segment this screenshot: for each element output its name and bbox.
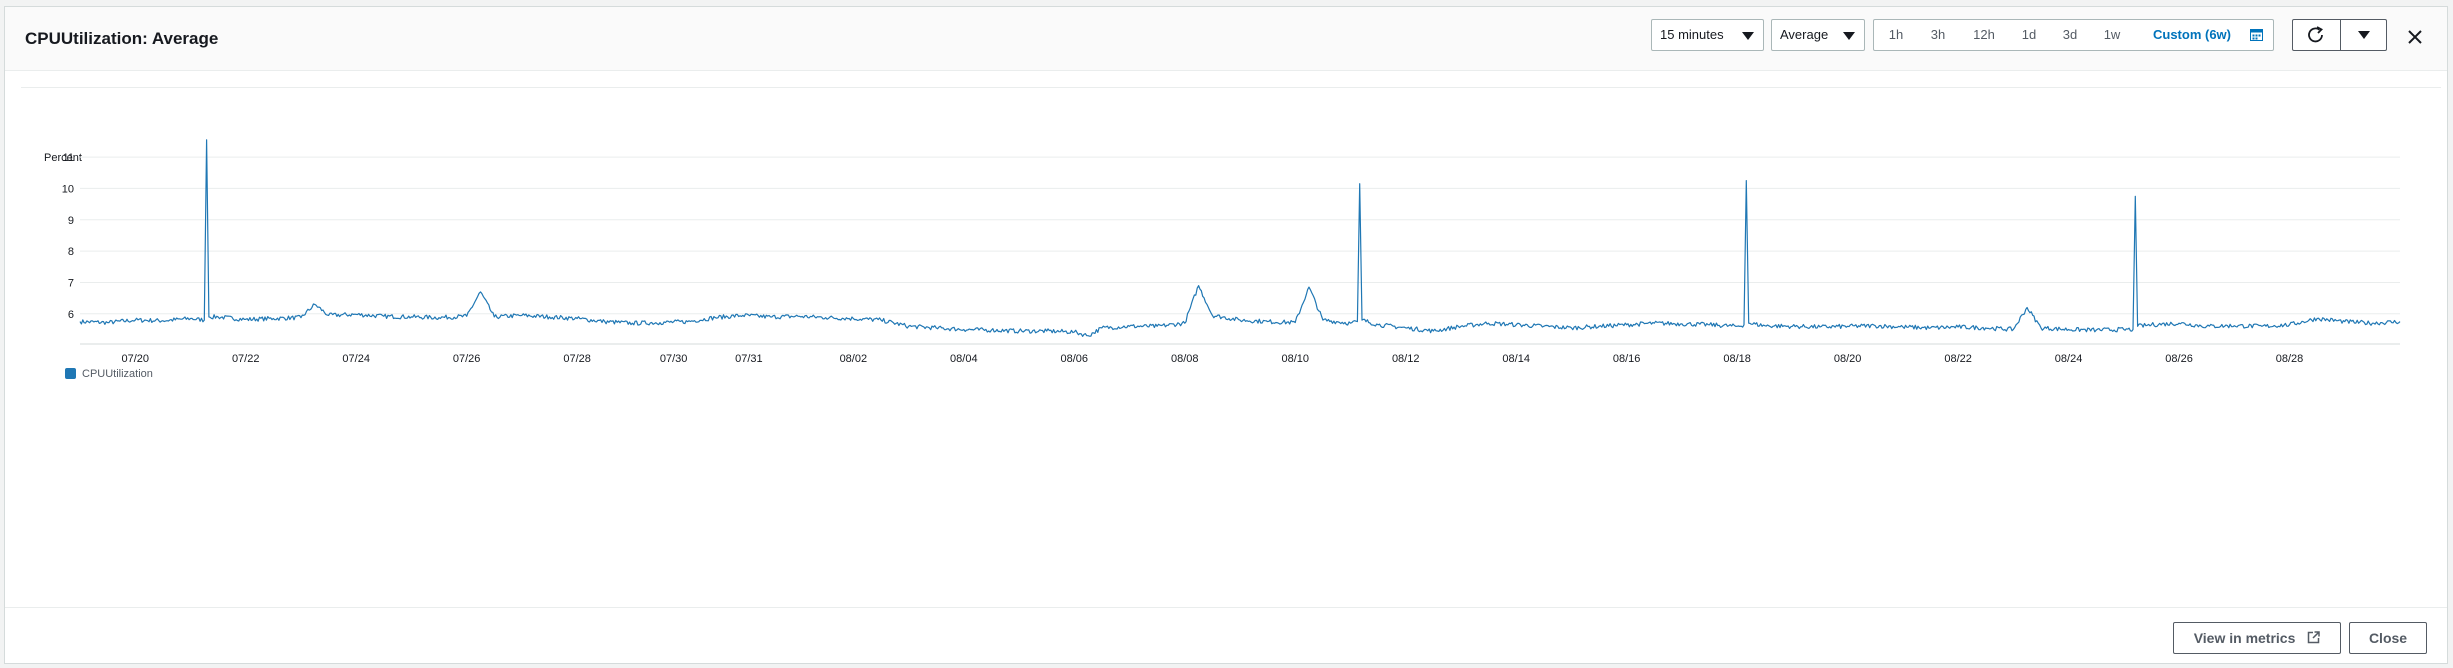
x-tick-label: 08/16 [1613,353,1641,365]
legend-swatch [65,368,76,379]
x-tick-label: 08/14 [1502,353,1530,365]
period-select[interactable]: 15 minutes [1651,19,1764,51]
y-tick-label: 9 [68,215,74,227]
x-tick-label: 08/10 [1281,353,1309,365]
x-tick-label: 08/18 [1723,353,1751,365]
x-tick-label: 07/30 [660,353,688,365]
y-tick-label: 6 [68,309,74,321]
x-tick-label: 08/28 [2276,353,2304,365]
refresh-icon [2308,26,2323,43]
refresh-options-dropdown[interactable] [2340,20,2387,50]
y-axis-label: Percent [44,152,82,164]
view-in-metrics-button[interactable]: View in metrics [2173,622,2341,654]
x-tick-label: 08/20 [1834,353,1862,365]
chart-container: Percent 6 7 8 9 10 11 07/20 07/22 07/24 07/26 07/… [21,87,2441,608]
x-tick-label: 08/06 [1061,353,1089,365]
y-tick-label: 11 [63,152,74,164]
y-tick-label: 10 [62,183,74,195]
x-tick-label: 07/31 [735,353,763,365]
period-select-value: 15 minutes [1660,27,1724,42]
statistic-select-value: Average [1780,27,1829,42]
caret-down-icon [1843,32,1855,40]
cpu-utilization-line-chart: Percent 6 7 8 9 10 11 07/20 07/22 07/24 07/26 07/… [44,139,2401,380]
modal-title: CPUUtilization: Average [25,29,219,48]
x-tick-label: 07/22 [232,353,260,365]
time-range-selector: 1h 3h 12h 1d 3d 1w Custom (6w) [1873,19,2274,51]
range-1h-button[interactable]: 1h [1888,27,1904,42]
x-tick-label: 07/28 [563,353,591,365]
range-1w-button[interactable]: 1w [2103,27,2121,42]
x-tick-label: 07/26 [453,353,481,365]
range-3h-button[interactable]: 3h [1930,27,1946,42]
view-in-metrics-label: View in metrics [2193,630,2296,646]
close-button[interactable]: Close [2349,622,2427,654]
caret-down-icon [1742,32,1754,40]
x-tick-label: 08/02 [840,353,868,365]
y-tick-label: 7 [68,277,74,289]
metric-modal: CPUUtilization: Average 15 minutes Avera… [4,6,2448,664]
x-tick-label: 08/26 [2165,353,2193,365]
range-1d-button[interactable]: 1d [2021,27,2037,42]
range-custom-button[interactable]: Custom (6w) [2153,27,2231,42]
x-tick-label: 08/24 [2055,353,2083,365]
x-tick-label: 08/08 [1171,353,1199,365]
refresh-button[interactable] [2293,20,2340,50]
caret-down-icon [2358,31,2370,39]
range-3d-button[interactable]: 3d [2062,27,2078,42]
modal-header: CPUUtilization: Average 15 minutes Avera… [5,7,2447,71]
x-tick-label: 08/22 [1944,353,1972,365]
x-tick-label: 08/12 [1392,353,1420,365]
modal-footer: View in metrics Close [5,607,2447,666]
calendar-icon[interactable] [2250,28,2263,41]
x-tick-label: 07/24 [342,353,370,365]
legend-label: CPUUtilization [82,368,153,380]
series-line-cpuutilization [79,139,2401,337]
statistic-select[interactable]: Average [1771,19,1865,51]
x-tick-label: 07/20 [121,353,149,365]
external-link-icon [2308,631,2321,644]
range-12h-button[interactable]: 12h [1973,27,1995,42]
close-icon[interactable] [2405,27,2425,47]
x-tick-label: 08/04 [950,353,978,365]
refresh-button-group [2292,19,2387,51]
y-tick-label: 8 [68,246,74,258]
